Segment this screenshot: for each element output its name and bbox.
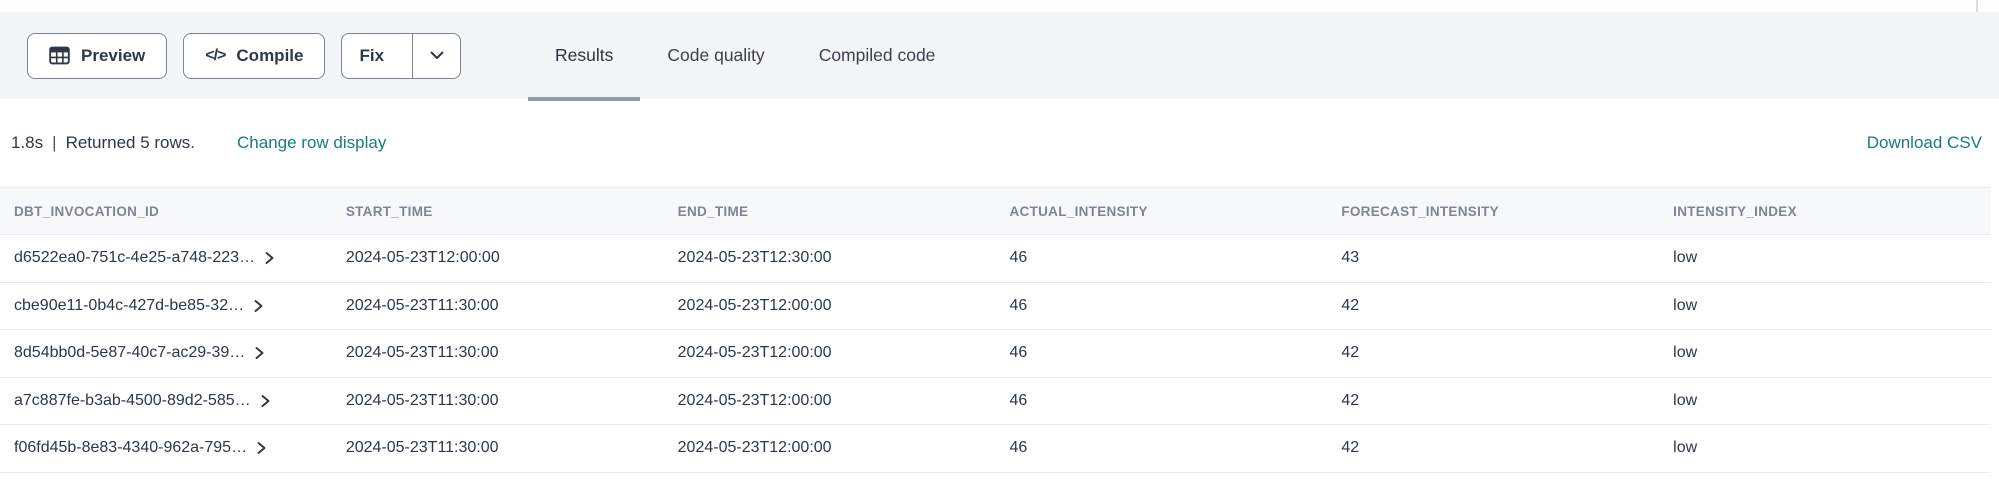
table-cell: 2024-05-23T12:00:00 <box>663 377 996 425</box>
active-tab-underline <box>528 97 641 101</box>
compile-button-label: Compile <box>236 45 304 65</box>
table-cell: low <box>1659 377 1991 425</box>
invocation-id-wrapper: cbe90e11-0b4c-427d-be85-32… <box>14 297 322 315</box>
tab-code-quality[interactable]: Code quality <box>640 12 791 99</box>
preview-button-label: Preview <box>81 45 146 65</box>
download-csv-link[interactable]: Download CSV <box>1866 133 1982 152</box>
table-row: d6522ea0-751c-4e25-a748-223… 2024-05-23T1… <box>0 234 1991 283</box>
invocation-id-text: cbe90e11-0b4c-427d-be85-32… <box>14 296 245 314</box>
table-cell: 46 <box>995 234 1328 283</box>
compile-button[interactable]: </> Compile <box>183 32 326 79</box>
invocation-id-cell: cbe90e11-0b4c-427d-be85-32… <box>0 282 332 330</box>
table-cell: 46 <box>995 282 1328 330</box>
toolbar-button-group: Preview </> Compile Fix <box>27 32 462 79</box>
results-table-container: DBT_INVOCATION_ID START_TIME END_TIME ACTUA… <box>0 187 1991 473</box>
chevron-right-icon[interactable] <box>260 394 271 408</box>
invocation-id-text: d6522ea0-751c-4e25-a748-223… <box>14 249 256 267</box>
column-header-actual_intensity: ACTUAL_INTENSITY <box>995 187 1328 235</box>
results-tab-bar: Results Code quality Compiled code <box>528 12 963 101</box>
column-header-start_time: START_TIME <box>331 187 664 235</box>
pane-divider <box>1976 0 1978 12</box>
table-cell: 42 <box>1327 424 1660 473</box>
chevron-right-icon[interactable] <box>256 441 267 455</box>
tab-code-quality-label: Code quality <box>667 45 765 65</box>
query-status-row: 1.8s | Returned 5 rows. Change row displ… <box>0 99 1999 187</box>
table-row: f06fd45b-8e83-4340-962a-795… 2024-05-23T1… <box>0 424 1991 473</box>
table-cell: 42 <box>1327 282 1660 330</box>
results-toolbar: Preview </> Compile Fix Results <box>0 12 1999 101</box>
chevron-right-icon[interactable] <box>254 346 265 360</box>
fix-dropdown-toggle[interactable] <box>412 33 460 78</box>
fix-button-label: Fix <box>359 45 385 65</box>
table-cell: low <box>1659 234 1991 283</box>
table-cell: 2024-05-23T12:00:00 <box>663 282 996 330</box>
invocation-id-cell: f06fd45b-8e83-4340-962a-795… <box>0 424 332 473</box>
table-cell: low <box>1659 282 1991 330</box>
column-header-dbt_invocation_id: DBT_INVOCATION_ID <box>0 187 332 235</box>
preview-button[interactable]: Preview <box>27 32 168 79</box>
table-row: 8d54bb0d-5e87-40c7-ac29-39… 2024-05-23T11… <box>0 329 1991 378</box>
column-header-intensity_index: INTENSITY_INDEX <box>1659 187 1991 235</box>
invocation-id-cell: a7c887fe-b3ab-4500-89d2-585… <box>0 377 332 425</box>
table-cell: 46 <box>995 424 1328 473</box>
results-table-body: d6522ea0-751c-4e25-a748-223… 2024-05-23T1… <box>0 234 1991 473</box>
query-duration: 1.8s <box>11 133 44 152</box>
table-cell: low <box>1659 424 1991 473</box>
table-cell: 2024-05-23T12:30:00 <box>663 234 996 283</box>
code-brackets-icon: </> <box>205 46 226 64</box>
header-row: DBT_INVOCATION_ID START_TIME END_TIME ACTUA… <box>0 187 1991 235</box>
rows-returned-message: Returned 5 rows. <box>65 133 196 152</box>
tab-compiled-code[interactable]: Compiled code <box>792 12 963 99</box>
tab-results[interactable]: Results <box>528 12 641 101</box>
invocation-id-wrapper: d6522ea0-751c-4e25-a748-223… <box>14 249 322 267</box>
tab-compiled-code-label: Compiled code <box>818 45 936 65</box>
query-status-text: 1.8s | Returned 5 rows. <box>11 133 195 153</box>
table-cell: 2024-05-23T11:30:00 <box>331 329 664 378</box>
invocation-id-cell: d6522ea0-751c-4e25-a748-223… <box>0 234 332 283</box>
table-cell: 2024-05-23T11:30:00 <box>331 424 664 473</box>
table-cell: 42 <box>1327 329 1660 378</box>
table-row: a7c887fe-b3ab-4500-89d2-585… 2024-05-23T1… <box>0 377 1991 425</box>
change-row-display-link[interactable]: Change row display <box>237 133 387 152</box>
fix-button[interactable]: Fix <box>342 34 401 78</box>
table-grid-icon <box>49 46 70 65</box>
invocation-id-text: a7c887fe-b3ab-4500-89d2-585… <box>14 391 251 409</box>
chevron-down-icon <box>430 51 444 60</box>
invocation-id-cell: 8d54bb0d-5e87-40c7-ac29-39… <box>0 329 332 378</box>
fix-split-button: Fix <box>341 32 462 79</box>
results-table-header: DBT_INVOCATION_ID START_TIME END_TIME ACTUA… <box>0 187 1991 235</box>
table-cell: 43 <box>1327 234 1660 283</box>
table-cell: 2024-05-23T12:00:00 <box>331 234 664 283</box>
status-separator: | <box>52 133 57 152</box>
invocation-id-wrapper: f06fd45b-8e83-4340-962a-795… <box>14 439 322 457</box>
column-header-end_time: END_TIME <box>663 187 996 235</box>
invocation-id-text: 8d54bb0d-5e87-40c7-ac29-39… <box>14 344 246 362</box>
table-cell: 2024-05-23T12:00:00 <box>663 424 996 473</box>
table-cell: low <box>1659 329 1991 378</box>
table-row: cbe90e11-0b4c-427d-be85-32… 2024-05-23T11… <box>0 282 1991 330</box>
tab-results-label: Results <box>555 45 614 65</box>
invocation-id-wrapper: 8d54bb0d-5e87-40c7-ac29-39… <box>14 344 322 362</box>
column-header-forecast_intensity: FORECAST_INTENSITY <box>1327 187 1660 235</box>
chevron-right-icon[interactable] <box>264 251 275 265</box>
table-cell: 2024-05-23T11:30:00 <box>331 282 664 330</box>
table-cell: 46 <box>995 377 1328 425</box>
results-table: DBT_INVOCATION_ID START_TIME END_TIME ACTUA… <box>0 187 1991 473</box>
table-cell: 2024-05-23T12:00:00 <box>663 329 996 378</box>
invocation-id-text: f06fd45b-8e83-4340-962a-795… <box>14 439 248 457</box>
invocation-id-wrapper: a7c887fe-b3ab-4500-89d2-585… <box>14 392 322 410</box>
table-cell: 2024-05-23T11:30:00 <box>331 377 664 425</box>
chevron-right-icon[interactable] <box>253 299 264 313</box>
table-cell: 46 <box>995 329 1328 378</box>
table-cell: 42 <box>1327 377 1660 425</box>
top-pane-edge <box>0 0 1999 12</box>
